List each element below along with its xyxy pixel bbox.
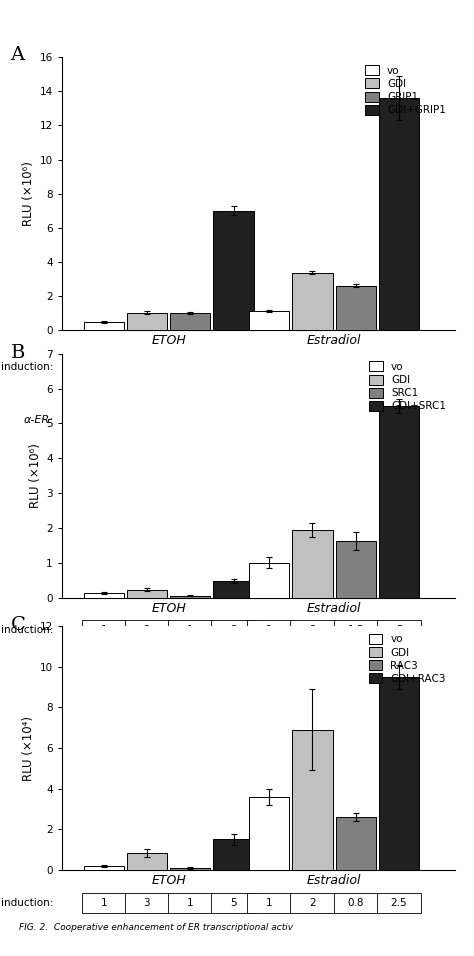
- Text: 2: 2: [309, 625, 316, 636]
- Bar: [336, 817, 376, 870]
- Bar: [247, 620, 291, 641]
- Bar: [334, 355, 378, 379]
- Legend: vo, GDI, SRC1, GDI+SRC1: vo, GDI, SRC1, GDI+SRC1: [369, 361, 446, 411]
- Text: C: C: [10, 617, 25, 635]
- Legend: vo, GDI, RAC3, GDI+RAC3: vo, GDI, RAC3, GDI+RAC3: [368, 634, 446, 684]
- Text: 3: 3: [230, 625, 237, 636]
- Bar: [291, 355, 335, 379]
- Y-axis label: RLU (×10⁶): RLU (×10⁶): [22, 162, 35, 226]
- Bar: [213, 581, 254, 598]
- Text: 1: 1: [100, 361, 107, 372]
- Bar: [292, 272, 333, 330]
- Ellipse shape: [123, 411, 171, 428]
- Bar: [125, 355, 169, 379]
- Bar: [211, 355, 255, 379]
- Text: 3: 3: [144, 898, 150, 908]
- Bar: [377, 355, 421, 379]
- Text: 1.5: 1.5: [347, 625, 364, 636]
- Text: B: B: [10, 344, 25, 362]
- Bar: [168, 893, 212, 913]
- Bar: [291, 620, 335, 641]
- Text: 2.5: 2.5: [391, 898, 407, 908]
- Bar: [377, 893, 421, 913]
- Bar: [83, 866, 124, 870]
- Bar: [249, 563, 289, 598]
- Ellipse shape: [80, 411, 128, 428]
- Bar: [125, 893, 169, 913]
- Legend: vo, GDI, GRIP1, GDI+GRIP1: vo, GDI, GRIP1, GDI+GRIP1: [365, 65, 446, 116]
- Text: fold induction:: fold induction:: [0, 898, 54, 908]
- Bar: [379, 406, 419, 598]
- Ellipse shape: [166, 411, 214, 428]
- Bar: [127, 590, 167, 598]
- Bar: [82, 355, 126, 379]
- Bar: [291, 893, 335, 913]
- Text: FIG. 2.  Cooperative enhancement of ER transcriptional activ: FIG. 2. Cooperative enhancement of ER tr…: [19, 923, 293, 932]
- Bar: [170, 868, 210, 870]
- Bar: [247, 893, 291, 913]
- Text: 2: 2: [309, 898, 316, 908]
- Ellipse shape: [375, 411, 423, 428]
- Bar: [336, 541, 376, 598]
- Bar: [82, 893, 126, 913]
- Text: fold induction:: fold induction:: [0, 625, 54, 636]
- Text: 1: 1: [266, 361, 273, 372]
- Text: 2: 2: [144, 625, 150, 636]
- Text: 0.8: 0.8: [347, 898, 364, 908]
- Bar: [127, 313, 167, 330]
- Text: 5: 5: [230, 898, 237, 908]
- Text: 1: 1: [100, 898, 107, 908]
- Bar: [125, 620, 169, 641]
- Bar: [170, 596, 210, 598]
- Ellipse shape: [289, 411, 336, 428]
- Text: 1: 1: [187, 625, 193, 636]
- Bar: [168, 620, 212, 641]
- Text: 5: 5: [396, 625, 402, 636]
- Y-axis label: RLU (×10⁴): RLU (×10⁴): [22, 716, 35, 780]
- Text: 22: 22: [227, 361, 240, 372]
- Bar: [83, 322, 124, 330]
- Bar: [292, 729, 333, 870]
- Bar: [379, 98, 419, 330]
- Ellipse shape: [332, 411, 380, 428]
- Ellipse shape: [246, 411, 293, 428]
- Text: 3: 3: [309, 361, 316, 372]
- Bar: [213, 839, 254, 870]
- Bar: [83, 594, 124, 598]
- Text: 1: 1: [187, 898, 193, 908]
- Bar: [336, 286, 376, 330]
- Bar: [168, 355, 212, 379]
- Text: 4: 4: [352, 361, 359, 372]
- Ellipse shape: [210, 411, 257, 428]
- Bar: [211, 620, 255, 641]
- Text: 1: 1: [266, 898, 273, 908]
- Bar: [249, 797, 289, 870]
- Bar: [127, 853, 167, 870]
- Text: 1: 1: [100, 625, 107, 636]
- Text: 15: 15: [392, 361, 406, 372]
- Text: 1: 1: [266, 625, 273, 636]
- Text: fold induction:: fold induction:: [0, 361, 54, 372]
- Bar: [377, 620, 421, 641]
- Bar: [249, 311, 289, 330]
- Bar: [379, 677, 419, 870]
- Bar: [213, 210, 254, 330]
- Text: 2: 2: [144, 361, 150, 372]
- Y-axis label: RLU (×10⁶): RLU (×10⁶): [29, 444, 42, 508]
- Text: α-ER:: α-ER:: [24, 415, 54, 424]
- Bar: [82, 620, 126, 641]
- Bar: [334, 893, 378, 913]
- Bar: [211, 893, 255, 913]
- Bar: [247, 355, 291, 379]
- Bar: [170, 313, 210, 330]
- Bar: [334, 620, 378, 641]
- Text: A: A: [10, 47, 25, 64]
- Bar: [292, 530, 333, 598]
- Text: 5: 5: [187, 361, 193, 372]
